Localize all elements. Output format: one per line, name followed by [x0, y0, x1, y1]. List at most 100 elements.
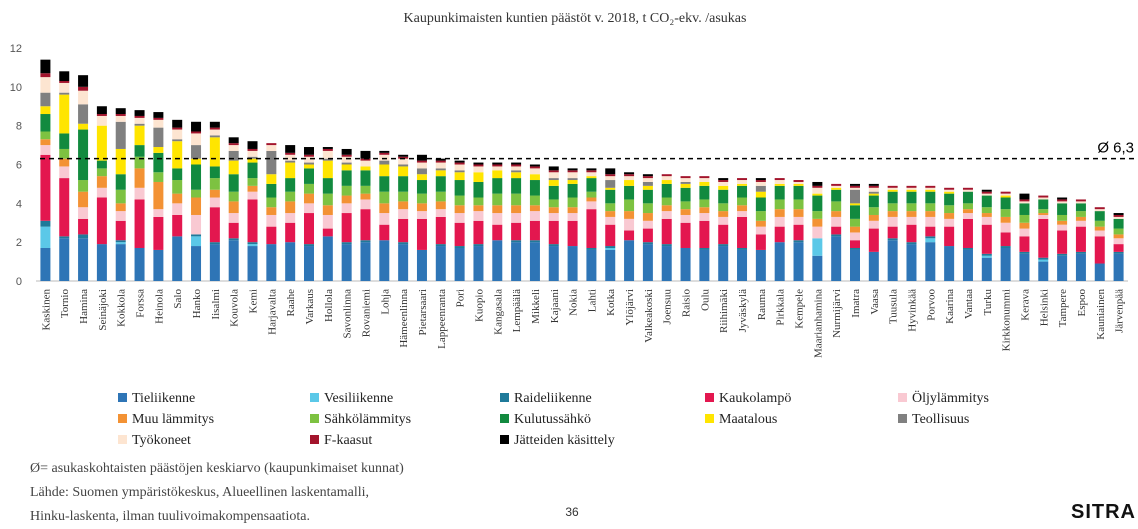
bar-segment [454, 164, 465, 171]
bar-segment [981, 216, 992, 225]
bar-segment [247, 158, 258, 163]
x-tick-label: Tornio [59, 289, 71, 319]
bar-segment [1113, 216, 1124, 219]
bar-segment [172, 203, 183, 215]
bar-segment [134, 247, 145, 281]
bar-segment [285, 242, 296, 281]
bar-segment [850, 232, 860, 241]
logo: SITRA [1071, 501, 1136, 523]
x-tick-label: Kauniainen [1095, 289, 1107, 340]
bar-segment [511, 170, 522, 173]
bar-segment [925, 216, 936, 227]
bar-segment [379, 152, 390, 155]
bar-segment [473, 205, 484, 212]
bar-segment [529, 220, 540, 241]
y-tick-label: 0 [16, 276, 22, 288]
bar-segment [78, 234, 89, 239]
x-tick-label: Harjavalta [266, 289, 278, 335]
bar-segment [511, 242, 522, 281]
legend-swatch [500, 414, 509, 423]
bar-segment [962, 218, 973, 248]
bar-segment [1113, 234, 1124, 239]
x-tick-label: Espoo [1076, 289, 1088, 317]
legend-label: Sähkölämmitys [324, 412, 411, 427]
bar-segment [529, 242, 540, 281]
bar-segment [906, 185, 917, 188]
bar-segment [511, 178, 522, 194]
bar-segment [680, 181, 691, 184]
x-tick-label: Imatra [850, 289, 862, 318]
bar-segment [473, 162, 484, 165]
bar-segment [379, 224, 390, 241]
bar-segment [1000, 193, 1011, 196]
bar-segment [548, 199, 559, 208]
bar-segment [944, 187, 955, 190]
bar-segment [454, 162, 465, 165]
bar-segment [793, 240, 804, 243]
bar-segment [529, 164, 540, 167]
bar-segment [1075, 226, 1086, 252]
bar-segment [586, 168, 597, 171]
bar-segment [247, 242, 258, 245]
bar-segment [228, 222, 239, 239]
bar-segment [699, 181, 710, 186]
bar-segment [737, 249, 748, 281]
bar-segment [379, 203, 390, 214]
bar-segment [718, 244, 729, 247]
bar-segment [755, 249, 766, 281]
bar-segment [1038, 199, 1049, 210]
legend-swatch [118, 393, 127, 402]
bar-segment [699, 199, 710, 208]
x-tick-label: Kajaani [549, 289, 561, 323]
bar-segment [850, 226, 860, 233]
bar-segment [341, 162, 352, 165]
bar-segment [191, 214, 202, 235]
bar-segment [115, 220, 126, 241]
bar-segment [247, 246, 258, 281]
bar-segment [473, 172, 484, 182]
bar-segment [115, 203, 126, 212]
bar-segment [59, 71, 70, 82]
bar-segment [624, 240, 635, 281]
bar-segment [793, 199, 804, 210]
bar-segment [209, 135, 220, 138]
bar-segment [341, 148, 352, 155]
bar-segment [850, 185, 860, 188]
bar-segment [360, 199, 371, 210]
x-tick-label: Lohja [379, 289, 391, 315]
bar-segment [586, 197, 597, 202]
bar-segment [40, 131, 51, 140]
bar-segment [228, 174, 239, 192]
x-tick-label: Turku [982, 289, 994, 316]
bar-segment [398, 158, 409, 165]
bar-segment [737, 178, 748, 181]
bar-segment [153, 127, 164, 148]
bar-segment [304, 164, 314, 169]
bar-segment [548, 178, 559, 181]
bar-segment [1113, 214, 1124, 217]
bar-segment [718, 189, 729, 204]
bar-segment [209, 129, 220, 136]
bar-segment [812, 187, 823, 194]
bar-segment [962, 187, 973, 190]
bar-segment [699, 176, 710, 179]
bar-segment [304, 193, 314, 204]
bar-segment [115, 174, 126, 190]
bar-segment [887, 203, 898, 212]
x-tick-label: Kerava [1019, 289, 1031, 321]
bar-segment [416, 211, 427, 219]
bar-segment [285, 152, 296, 155]
bar-segment [793, 224, 804, 241]
bar-segment [850, 247, 860, 250]
bar-segment [642, 181, 653, 186]
bar-segment [416, 180, 427, 194]
average-label: Ø 6,3 [1097, 140, 1134, 157]
bar-segment [134, 168, 145, 188]
bar-segment [755, 180, 766, 182]
bar-segment [172, 129, 183, 140]
bar-segment [435, 191, 446, 202]
bar-segment [1075, 201, 1086, 204]
bar-segment [247, 178, 258, 186]
bar-segment [115, 240, 126, 243]
bar-segment [680, 183, 691, 188]
